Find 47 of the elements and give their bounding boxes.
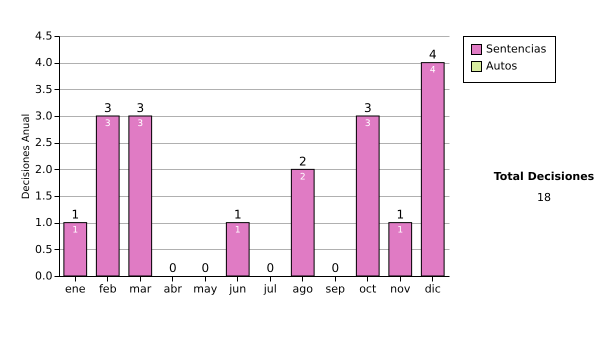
x-tick-label: ene	[64, 282, 86, 296]
y-tick-label: 2.0	[35, 162, 52, 176]
total-label: 0	[266, 261, 274, 275]
total-label: 1	[234, 208, 242, 222]
x-tick-label: feb	[98, 282, 117, 296]
x-tick-label: sep	[326, 282, 346, 296]
y-tick-label: 4.0	[35, 56, 52, 70]
total-label: 0	[201, 261, 210, 275]
data-label: 3	[104, 119, 111, 129]
total-label: 1	[71, 208, 80, 222]
data-label: 4	[430, 66, 436, 76]
x-tick-label: nov	[390, 282, 411, 296]
x-tick-label: abr	[164, 282, 182, 296]
x-tick-label: dic	[424, 282, 441, 296]
y-tick-label: 3.5	[35, 82, 52, 96]
y-tick-label: 1.0	[35, 216, 52, 230]
x-tick-label: ago	[292, 282, 314, 296]
data-label: 3	[364, 119, 371, 129]
text: Total Decisiones	[492, 170, 596, 183]
y-tick-label: 0.5	[35, 242, 52, 256]
total-label: 3	[104, 101, 112, 115]
x-tick-label: jul	[262, 282, 277, 296]
data-label: 3	[137, 119, 144, 129]
x-tick-label: mar	[129, 282, 152, 296]
y-tick-label: 1.5	[35, 190, 52, 202]
total-label: 4	[428, 48, 437, 62]
y-tick-label: 3.0	[35, 110, 52, 122]
total-label: 0	[168, 261, 177, 275]
legend-label: Sentencias	[486, 42, 547, 56]
total-label: 3	[136, 101, 144, 115]
x-tick-label: jun	[228, 282, 246, 296]
data-label: 1	[234, 226, 241, 236]
total-label: 3	[364, 101, 372, 115]
y-tick-label: 2.5	[35, 136, 52, 150]
legend-label: Autos	[486, 60, 518, 72]
text: 18	[536, 191, 552, 204]
total-label: 1	[396, 208, 404, 222]
y-tick-label: 4.5	[35, 30, 52, 42]
y-tick-label: 0.0	[35, 270, 52, 282]
data-label: 1	[397, 226, 404, 236]
x-tick-label: may	[193, 282, 218, 296]
data-label: 2	[300, 172, 306, 182]
data-label: 1	[72, 226, 78, 236]
total-label: 2	[298, 154, 307, 168]
x-tick-label: oct	[359, 282, 377, 296]
total-label: 0	[331, 261, 340, 275]
y-axis-title: Decisiones Anual	[21, 114, 32, 200]
